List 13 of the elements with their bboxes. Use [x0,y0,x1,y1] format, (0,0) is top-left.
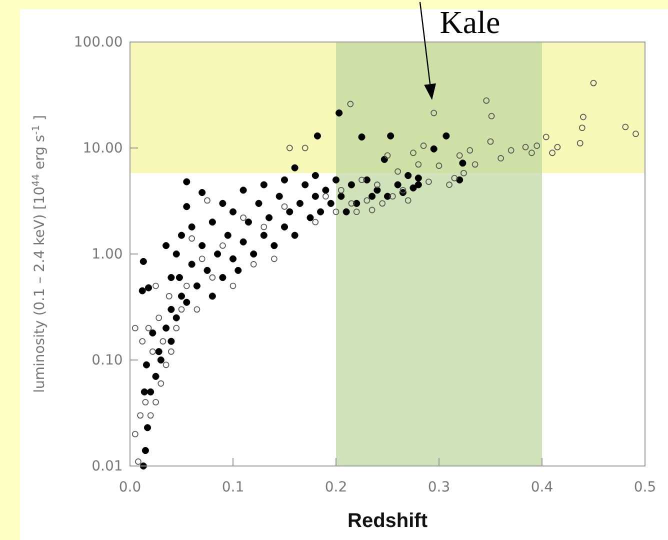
x-tick-label: 0.3 [428,479,450,496]
x-tick-label: 0.4 [530,479,554,496]
y-tick-label: 100.00 [74,34,123,50]
x-tick-label: 0.1 [222,479,244,496]
x-tick-label: 0.2 [324,479,348,496]
x-tick-label: 0.0 [118,479,142,496]
y-tick-label: 0.01 [92,458,123,474]
y-tick-label: 10.00 [82,140,123,156]
y-tick-label: 0.10 [92,352,123,368]
y-tick-label: 1.00 [92,246,123,262]
text: Kale [440,4,500,40]
x-tick-label: 0.5 [634,479,656,496]
x-axis-title: Redshift [348,510,428,532]
